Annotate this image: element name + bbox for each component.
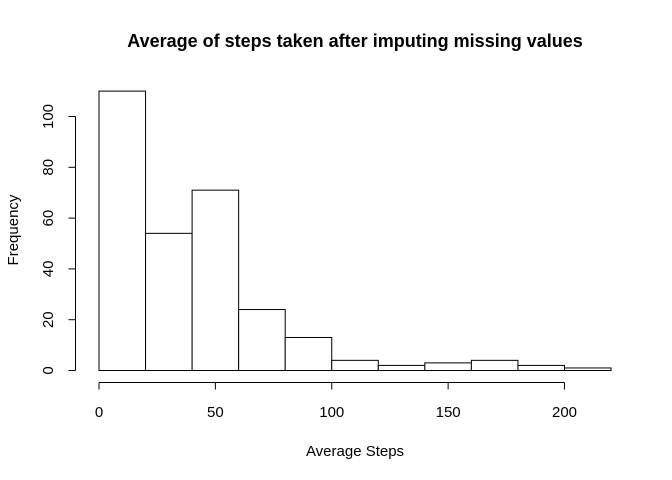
y-tick-label-0: 0 [40,366,57,374]
histogram-bar-6 [377,364,426,372]
histogram-bar-3 [238,309,286,372]
histogram-bar-4 [284,336,333,372]
histogram-bar-8 [470,359,519,371]
x-axis-label: Average Steps [306,443,404,460]
chart-title: Average of steps taken after imputing mi… [127,31,582,51]
y-axis-label: Frequency [5,194,22,265]
y-tick-label-3: 60 [40,210,57,227]
y-tick-label-2: 40 [40,261,57,278]
y-axis: 0 20 40 60 80 100 [40,104,76,375]
bars-group [98,90,612,372]
x-tick-label-4: 200 [552,404,577,421]
x-axis: 0 50 100 150 200 [95,382,577,421]
x-tick-label-0: 0 [95,404,103,421]
histogram-bar-7 [424,362,472,372]
histogram-bar-10 [564,367,612,371]
y-tick-label-4: 80 [40,159,57,176]
x-tick-label-3: 150 [436,404,461,421]
histogram-bar-0 [98,90,147,371]
histogram-bar-5 [331,359,379,371]
y-tick-label-5: 100 [40,104,57,129]
x-tick-label-2: 100 [319,404,344,421]
y-tick-label-1: 20 [40,311,57,328]
histogram-bar-1 [145,232,193,371]
histogram-bar-2 [191,189,240,371]
histogram-bar-9 [517,364,566,372]
x-tick-label-1: 50 [207,404,224,421]
